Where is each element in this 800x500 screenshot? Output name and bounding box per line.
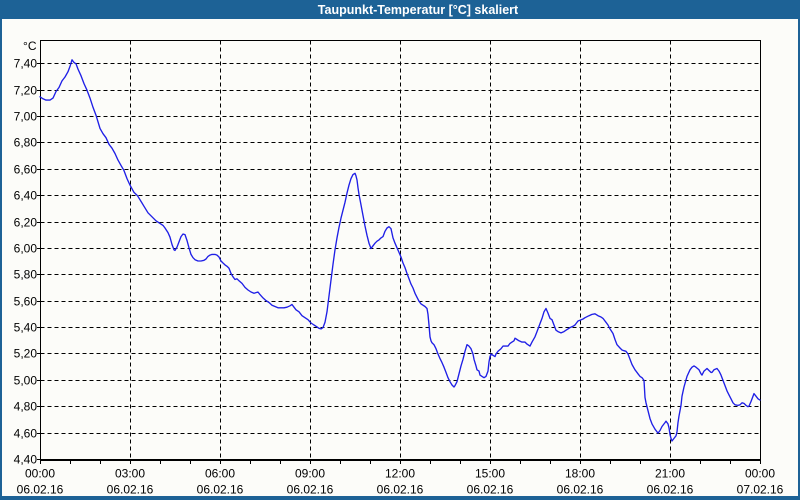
svg-text:03:00: 03:00 <box>115 467 145 481</box>
svg-text:5,00: 5,00 <box>14 374 38 388</box>
svg-text:00:00: 00:00 <box>25 467 55 481</box>
svg-text:6,80: 6,80 <box>14 136 38 150</box>
svg-text:09:00: 09:00 <box>295 467 325 481</box>
svg-text:06.02.16: 06.02.16 <box>107 483 154 497</box>
svg-text:4,40: 4,40 <box>14 453 38 467</box>
svg-text:06.02.16: 06.02.16 <box>467 483 514 497</box>
svg-text:5,60: 5,60 <box>14 295 38 309</box>
svg-text:7,00: 7,00 <box>14 110 38 124</box>
svg-text:06.02.16: 06.02.16 <box>287 483 334 497</box>
svg-text:00:00: 00:00 <box>745 467 775 481</box>
svg-text:18:00: 18:00 <box>565 467 595 481</box>
svg-text:21:00: 21:00 <box>655 467 685 481</box>
svg-text:5,40: 5,40 <box>14 321 38 335</box>
svg-text:4,80: 4,80 <box>14 400 38 414</box>
svg-text:6,20: 6,20 <box>14 216 38 230</box>
svg-text:06.02.16: 06.02.16 <box>197 483 244 497</box>
svg-text:07.02.16: 07.02.16 <box>737 483 784 497</box>
svg-text:°C: °C <box>23 39 37 53</box>
svg-text:06.02.16: 06.02.16 <box>647 483 694 497</box>
svg-text:06.02.16: 06.02.16 <box>557 483 604 497</box>
svg-text:15:00: 15:00 <box>475 467 505 481</box>
svg-text:7,40: 7,40 <box>14 57 38 71</box>
svg-text:5,80: 5,80 <box>14 268 38 282</box>
svg-text:06:00: 06:00 <box>205 467 235 481</box>
svg-text:7,20: 7,20 <box>14 84 38 98</box>
svg-text:4,60: 4,60 <box>14 427 38 441</box>
svg-text:12:00: 12:00 <box>385 467 415 481</box>
svg-text:6,60: 6,60 <box>14 163 38 177</box>
svg-text:06.02.16: 06.02.16 <box>17 483 64 497</box>
svg-text:06.02.16: 06.02.16 <box>377 483 424 497</box>
svg-text:6,00: 6,00 <box>14 242 38 256</box>
svg-text:5,20: 5,20 <box>14 347 38 361</box>
svg-text:Taupunkt-Temperatur [°C] skali: Taupunkt-Temperatur [°C] skaliert <box>318 3 519 17</box>
svg-text:6,40: 6,40 <box>14 189 38 203</box>
